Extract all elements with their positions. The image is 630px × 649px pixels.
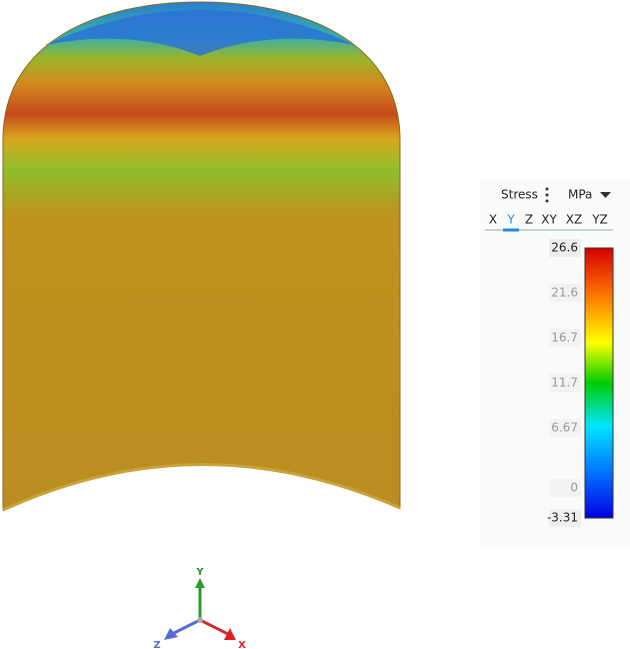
- triad-z: [173, 618, 201, 635]
- triad-z-head: [164, 628, 178, 640]
- menu-dot[interactable]: [545, 187, 549, 191]
- legend-label: 11.7: [551, 376, 578, 390]
- component-tab[interactable]: X: [489, 213, 497, 227]
- model-edge: [2, 463, 401, 512]
- model-cap: [45, 10, 355, 56]
- menu-dot[interactable]: [545, 193, 549, 197]
- menu-dot[interactable]: [545, 199, 549, 203]
- component-tab[interactable]: YZ: [591, 213, 608, 227]
- triad-y-head: [195, 578, 205, 588]
- triad-x-head: [224, 628, 236, 640]
- legend-label-box: [549, 419, 581, 437]
- legend-label: 6.67: [551, 421, 578, 435]
- component-tab[interactable]: Z: [525, 213, 533, 227]
- legend-label-box: [549, 509, 581, 527]
- unit-select[interactable]: MPa: [568, 188, 592, 202]
- legend-label-box: [549, 239, 581, 257]
- color-bar: [584, 247, 614, 519]
- triad-origin: [197, 617, 203, 623]
- legend-label-box: [549, 329, 581, 347]
- legend-label: 21.6: [551, 286, 578, 300]
- legend-label: 16.7: [551, 331, 578, 345]
- legend-label: -3.31: [547, 511, 578, 525]
- quantity-select[interactable]: Stress: [501, 188, 538, 202]
- triad-x: [199, 618, 229, 636]
- triad-z-label: Z: [153, 640, 160, 649]
- model-body: [2, 1, 401, 511]
- unit-dropdown-arrow[interactable]: [600, 192, 611, 198]
- legend-label: 26.6: [551, 241, 578, 255]
- legend-label: 0: [570, 481, 578, 495]
- legend-label-box: [549, 479, 581, 497]
- triad-x-label: X: [238, 640, 246, 649]
- component-tab[interactable]: XZ: [566, 213, 582, 227]
- component-tab[interactable]: Y: [506, 213, 515, 227]
- legend-label-box: [549, 374, 581, 392]
- legend-label-box: [549, 284, 581, 302]
- triad-y-label: Y: [195, 567, 204, 578]
- component-tab[interactable]: XY: [541, 213, 557, 227]
